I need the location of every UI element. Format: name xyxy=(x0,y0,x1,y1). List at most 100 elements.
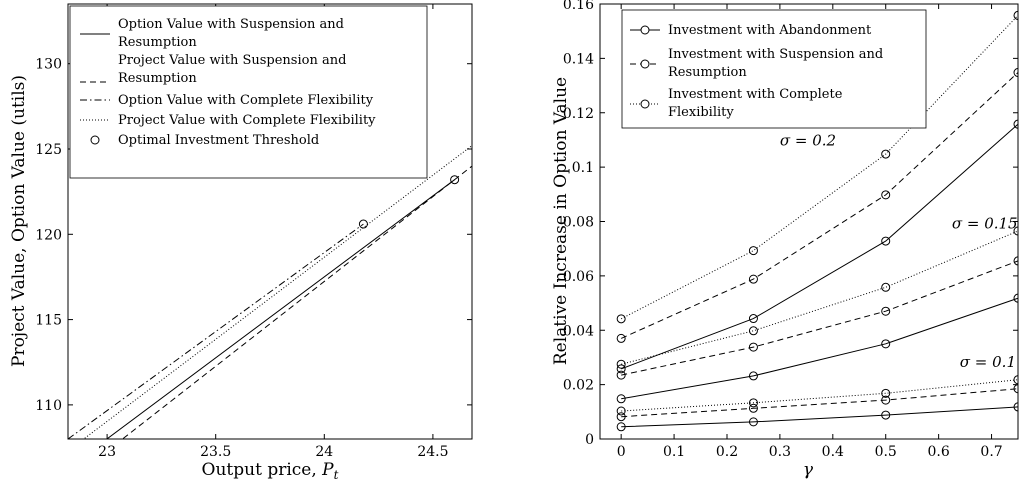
right-series-5-point-1 xyxy=(748,326,758,336)
right-series-5-point-3 xyxy=(1013,226,1018,236)
right-xtick-label: 0.1 xyxy=(663,444,685,460)
left-legend-box xyxy=(69,5,428,179)
right-annotation-sigma-2: σ = 0.1 xyxy=(960,353,1016,371)
right-series-3-point-3 xyxy=(1013,293,1018,303)
left-series-line-1 xyxy=(121,165,472,439)
left-x-axis-label: Output price, Pt xyxy=(202,460,339,482)
left-y-axis-ticks: 110 115 120 125 130 xyxy=(35,57,472,414)
right-series-1-point-1 xyxy=(748,403,758,413)
right-series-line-8 xyxy=(620,15,1018,320)
right-series-3-point-0 xyxy=(616,394,626,404)
right-ytick-label: 0.08 xyxy=(563,215,594,231)
right-xtick-label: 0.5 xyxy=(875,444,897,460)
legend-label-abandonment: Investment with Abandonment xyxy=(668,23,872,38)
right-series-2-point-1 xyxy=(748,398,758,408)
right-series-1-point-0 xyxy=(616,412,626,422)
right-series-8-point-3 xyxy=(1013,10,1018,20)
right-xtick-label: 0.3 xyxy=(769,444,791,460)
right-series-7-point-0 xyxy=(616,333,626,343)
right-annotation-sigma-1: σ = 0.15 xyxy=(952,214,1018,232)
legend-swatch-threshold-marker xyxy=(90,135,100,145)
right-annotation-sigma-0: σ = 0.2 xyxy=(780,131,836,149)
left-ytick-label: 125 xyxy=(35,142,62,158)
right-series-0-point-3 xyxy=(1013,402,1018,412)
right-series-4-point-0 xyxy=(616,370,626,380)
left-series-line-2 xyxy=(68,223,364,439)
right-series-0-point-0 xyxy=(616,422,626,432)
right-xtick-label: 0.7 xyxy=(980,444,1002,460)
right-series-4-point-3 xyxy=(1013,256,1018,266)
right-legend: Investment with Abandonment Investment w… xyxy=(621,9,927,129)
legend-label-project-complete: Project Value with Complete Flexibility xyxy=(118,113,376,128)
right-xtick-label: 0.2 xyxy=(716,444,738,460)
left-xtick-label: 23 xyxy=(98,444,116,460)
right-series-0-point-1 xyxy=(748,417,758,427)
right-series-group xyxy=(616,10,1018,432)
right-series-line-4 xyxy=(621,260,1018,376)
right-series-5-point-0 xyxy=(616,359,626,369)
left-y-axis-label: Project Value, Option Value (utils) xyxy=(9,75,29,367)
right-series-line-2 xyxy=(621,379,1018,412)
right-ytick-label: 0.02 xyxy=(563,378,594,394)
right-chart: 0 0.02 0.04 0.06 0.08 0.1 0.12 0.14 0.16 0 0.1 0.2… xyxy=(551,0,1019,480)
right-xtick-label: 0.6 xyxy=(928,444,950,460)
right-series-line-3 xyxy=(621,297,1018,400)
right-series-4-point-1 xyxy=(748,342,758,352)
legend-label-option-complete: Option Value with Complete Flexibility xyxy=(118,93,374,108)
left-series-line-0 xyxy=(106,179,455,439)
right-series-5-point-2 xyxy=(881,282,891,292)
right-series-0-point-2 xyxy=(881,410,891,420)
right-series-2-point-2 xyxy=(881,388,891,398)
right-series-8-point-1 xyxy=(748,246,758,256)
legend-label-project-suspension: Project Value with Suspension and Resump… xyxy=(118,53,351,86)
legend-label-suspension: Investment with Suspension and Resumptio… xyxy=(668,47,887,80)
right-series-8-point-0 xyxy=(616,314,626,324)
left-chart: 110 115 120 125 130 23 23.5 24 24.5 Output pric… xyxy=(9,3,473,482)
right-x-axis-label: γ xyxy=(803,460,814,480)
left-legend: Option Value with Suspension and Resumpt… xyxy=(69,5,428,179)
right-series-7-point-1 xyxy=(748,274,758,284)
right-y-axis-ticks: 0 0.02 0.04 0.06 0.08 0.1 0.12 0.14 0.16 xyxy=(563,0,1018,448)
legend-marker-abandonment xyxy=(640,25,650,35)
right-legend-box xyxy=(621,9,927,129)
legend-label-complete: Investment with Complete Flexibility xyxy=(668,87,847,120)
right-series-line-0 xyxy=(621,406,1018,428)
right-xtick-label: 0.4 xyxy=(822,444,844,460)
right-ytick-label: 0.14 xyxy=(563,51,594,67)
right-series-3-point-1 xyxy=(748,371,758,381)
right-series-3-point-2 xyxy=(881,339,891,349)
left-series-line-3 xyxy=(82,145,472,439)
right-series-6-point-2 xyxy=(881,236,891,246)
left-series-group xyxy=(68,145,472,439)
right-y-axis-label: Relative Increase in Option Value xyxy=(551,77,571,365)
right-series-7-point-3 xyxy=(1013,68,1018,78)
right-ytick-label: 0.1 xyxy=(572,160,594,176)
legend-label-threshold: Optimal Investment Threshold xyxy=(118,133,319,148)
right-series-2-point-3 xyxy=(1013,375,1018,385)
legend-marker-complete xyxy=(640,99,650,109)
left-ytick-label: 115 xyxy=(35,313,62,329)
left-threshold-point-0 xyxy=(358,219,368,229)
legend-label-option-suspension: Option Value with Suspension and Resumpt… xyxy=(118,17,348,50)
right-series-6-point-3 xyxy=(1013,119,1018,129)
right-series-7-point-2 xyxy=(881,190,891,200)
right-ytick-label: 0 xyxy=(585,432,594,448)
right-series-4-point-2 xyxy=(881,306,891,316)
left-threshold-point-1 xyxy=(450,175,460,185)
right-series-line-5 xyxy=(621,230,1018,365)
right-ytick-label: 0.12 xyxy=(563,106,594,122)
left-ytick-label: 110 xyxy=(35,398,62,414)
left-xtick-label: 24 xyxy=(315,444,333,460)
right-series-1-point-3 xyxy=(1013,384,1018,394)
right-series-6-point-0 xyxy=(616,364,626,374)
right-series-line-1 xyxy=(621,388,1018,418)
right-series-2-point-0 xyxy=(616,406,626,416)
right-annotations: σ = 0.2 σ = 0.15 σ = 0.1 xyxy=(780,131,1018,371)
right-series-line-7 xyxy=(620,72,1018,339)
left-plot-frame xyxy=(67,3,473,440)
right-series-6-point-1 xyxy=(748,314,758,324)
right-x-axis-ticks: 0 0.1 0.2 0.3 0.4 0.5 0.6 0.7 xyxy=(617,4,1003,460)
left-x-axis-ticks: 23 23.5 24 24.5 xyxy=(98,4,448,460)
left-ytick-label: 130 xyxy=(35,57,62,73)
